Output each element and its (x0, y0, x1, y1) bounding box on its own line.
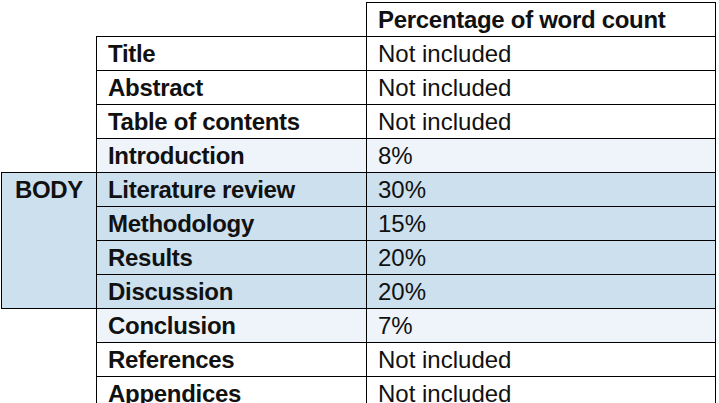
word-count-table: Percentage of word count Title Not inclu… (1, 2, 716, 403)
table-row-references: References Not included (2, 343, 716, 377)
value-cell-results: 20% (367, 241, 716, 275)
value-cell-title: Not included (367, 37, 716, 71)
row-spacer (2, 37, 97, 71)
header-spacer-mid (97, 3, 367, 37)
header-spacer-left (2, 3, 97, 37)
section-cell-methodology: Methodology (97, 207, 367, 241)
section-cell-conclusion: Conclusion (97, 309, 367, 343)
header-row: Percentage of word count (2, 3, 716, 37)
section-cell-title: Title (97, 37, 367, 71)
value-cell-abstract: Not included (367, 71, 716, 105)
value-cell-conclusion: 7% (367, 309, 716, 343)
section-cell-discussion: Discussion (97, 275, 367, 309)
table-row-table-of-contents: Table of contents Not included (2, 105, 716, 139)
section-cell-appendices: Appendices (97, 377, 367, 403)
value-cell-methodology: 15% (367, 207, 716, 241)
table-row-literature-review: BODY Literature review 30% (2, 173, 716, 207)
table-row-conclusion: Conclusion 7% (2, 309, 716, 343)
page: Percentage of word count Title Not inclu… (0, 0, 719, 403)
value-cell-literature-review: 30% (367, 173, 716, 207)
body-group-label: BODY (2, 173, 97, 309)
section-cell-introduction: Introduction (97, 139, 367, 173)
section-cell-literature-review: Literature review (97, 173, 367, 207)
section-cell-references: References (97, 343, 367, 377)
table-row-abstract: Abstract Not included (2, 71, 716, 105)
value-cell-table-of-contents: Not included (367, 105, 716, 139)
table-row-results: Results 20% (2, 241, 716, 275)
column-header-percentage: Percentage of word count (367, 3, 716, 37)
row-spacer (2, 105, 97, 139)
section-cell-table-of-contents: Table of contents (97, 105, 367, 139)
value-cell-appendices: Not included (367, 377, 716, 403)
table-row-introduction: Introduction 8% (2, 139, 716, 173)
section-cell-abstract: Abstract (97, 71, 367, 105)
row-spacer (2, 377, 97, 403)
value-cell-references: Not included (367, 343, 716, 377)
section-cell-results: Results (97, 241, 367, 275)
table-row-appendices: Appendices Not included (2, 377, 716, 403)
row-spacer (2, 309, 97, 343)
table-row-methodology: Methodology 15% (2, 207, 716, 241)
table-row-discussion: Discussion 20% (2, 275, 716, 309)
row-spacer (2, 343, 97, 377)
table-row-title: Title Not included (2, 37, 716, 71)
value-cell-introduction: 8% (367, 139, 716, 173)
row-spacer (2, 71, 97, 105)
value-cell-discussion: 20% (367, 275, 716, 309)
row-spacer (2, 139, 97, 173)
